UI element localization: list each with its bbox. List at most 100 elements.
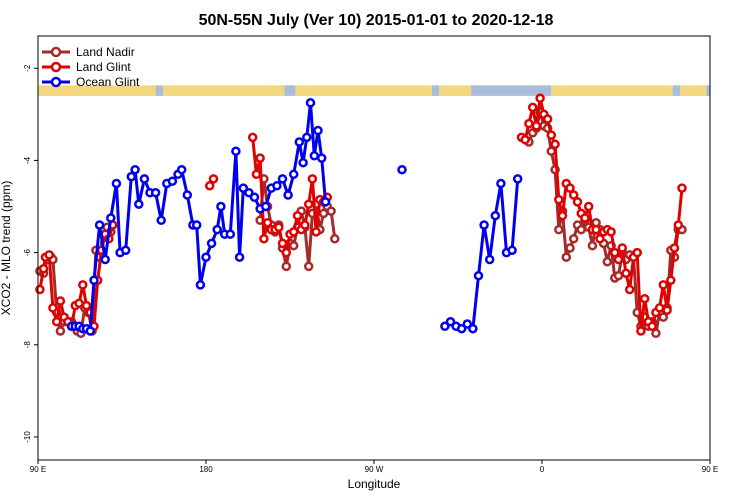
data-point	[565, 183, 575, 193]
ocean-band-segment	[155, 85, 164, 96]
legend-item: Ocean Glint	[42, 75, 140, 89]
series-layer	[35, 93, 687, 339]
data-point	[568, 190, 579, 200]
data-point	[606, 227, 616, 237]
x-axis-label: Longitude	[348, 477, 401, 491]
data-point	[204, 181, 215, 191]
data-point	[302, 132, 312, 143]
data-point	[206, 238, 217, 249]
data-point	[576, 224, 586, 235]
data-point	[300, 220, 310, 230]
series-1	[35, 93, 687, 336]
data-point	[225, 229, 236, 239]
data-point	[613, 270, 624, 281]
data-point	[201, 252, 211, 262]
data-point	[150, 187, 161, 198]
data-point	[546, 130, 557, 140]
data-point	[89, 275, 99, 286]
data-point	[591, 224, 601, 235]
data-point	[330, 234, 340, 244]
ocean-band-segment	[706, 85, 710, 96]
y-tick-label: -2	[23, 64, 32, 72]
data-point	[307, 174, 318, 184]
data-point	[262, 217, 273, 228]
land-ocean-band	[38, 85, 710, 96]
data-point	[130, 164, 140, 175]
data-point	[120, 245, 131, 256]
data-point	[677, 183, 687, 193]
data-point	[565, 243, 575, 253]
data-point	[44, 250, 54, 260]
data-point	[484, 254, 495, 265]
data-point	[272, 181, 282, 191]
data-point	[274, 222, 284, 233]
x-tick-label: 90 E	[702, 465, 718, 474]
data-point	[595, 234, 605, 244]
data-point	[512, 174, 523, 184]
legend-item: Land Glint	[42, 60, 131, 74]
land-band-segment	[551, 85, 673, 96]
data-point	[55, 296, 66, 306]
data-point	[583, 201, 594, 212]
data-point	[326, 206, 336, 216]
data-point	[156, 215, 166, 226]
data-point	[520, 134, 530, 145]
data-point	[490, 210, 501, 221]
data-point	[496, 178, 506, 189]
data-point	[303, 199, 314, 209]
data-point	[468, 323, 478, 334]
data-point	[658, 312, 669, 322]
legend-label: Land Glint	[76, 60, 131, 74]
data-point	[51, 316, 62, 327]
data-point	[208, 174, 219, 184]
data-point	[38, 263, 49, 274]
ocean-band-segment	[431, 85, 440, 96]
data-point	[527, 102, 538, 113]
x-tick-label: 180	[199, 465, 213, 474]
land-band-segment	[295, 85, 432, 96]
data-point	[134, 199, 144, 209]
data-point	[191, 220, 202, 230]
legend-label: Ocean Glint	[76, 75, 140, 89]
data-point	[74, 298, 84, 309]
data-point	[283, 190, 293, 200]
data-point	[259, 234, 269, 244]
data-point	[311, 227, 321, 237]
data-point	[568, 234, 579, 244]
data-point	[182, 190, 193, 200]
y-axis-label: XCO2 - MLO trend (ppm)	[0, 181, 13, 316]
data-point	[313, 125, 323, 136]
data-point	[572, 197, 583, 207]
y-tick-label: -8	[23, 341, 32, 349]
data-point	[535, 93, 545, 103]
data-point	[298, 157, 308, 168]
data-point	[554, 224, 564, 235]
legend-marker	[50, 46, 62, 58]
data-point	[251, 169, 262, 180]
data-point	[111, 178, 122, 189]
data-point	[35, 284, 45, 295]
ocean-band-segment	[284, 85, 296, 96]
data-point	[557, 210, 568, 221]
data-point	[55, 326, 66, 336]
data-point	[456, 323, 467, 334]
data-point	[277, 238, 288, 249]
data-point	[662, 305, 672, 315]
data-point	[126, 171, 137, 182]
data-point	[288, 169, 299, 180]
data-point	[281, 247, 292, 258]
data-point	[292, 210, 303, 221]
y-tick-label: -4	[23, 156, 32, 164]
data-point	[602, 257, 613, 267]
legend-marker	[50, 76, 62, 88]
data-point	[673, 220, 684, 230]
data-point	[249, 192, 260, 203]
data-point	[473, 270, 484, 281]
data-point	[524, 118, 534, 129]
data-point	[479, 220, 489, 230]
data-point	[507, 245, 517, 256]
data-point	[624, 284, 635, 295]
data-point	[639, 293, 650, 304]
